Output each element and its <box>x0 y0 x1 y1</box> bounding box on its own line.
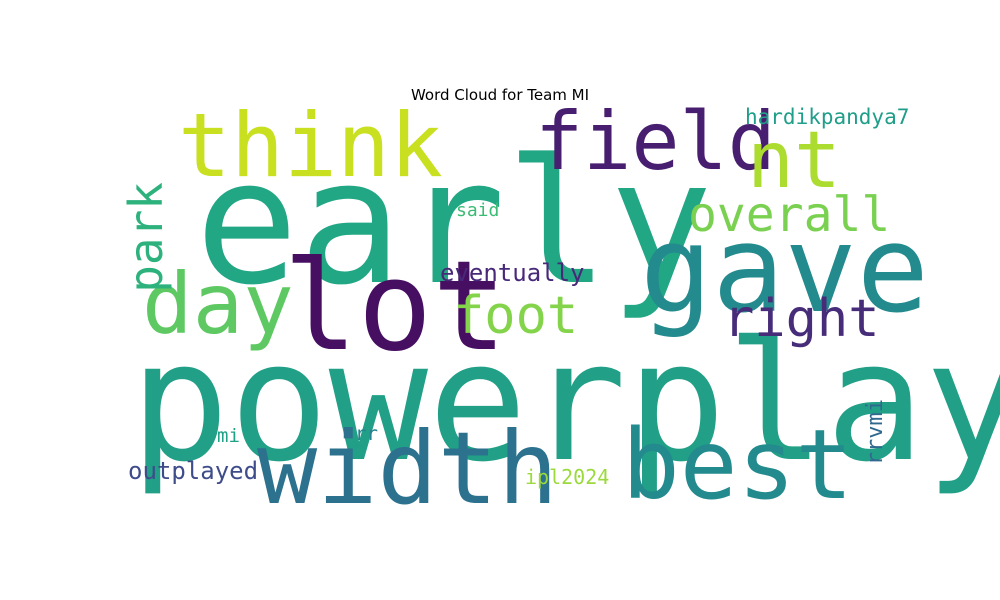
word-lot: lot <box>283 235 507 379</box>
word-width: width <box>257 410 559 527</box>
word-right: right <box>723 289 880 349</box>
word-mi: mi <box>217 425 240 447</box>
word-said: said <box>456 200 500 221</box>
word-hardikpandya7: hardikpandya7 <box>745 105 910 129</box>
word-eventually: eventually <box>440 259 585 287</box>
word-powerplay: powerplay <box>130 306 1000 498</box>
word-think: think <box>178 94 443 197</box>
word-rr: rr <box>355 423 378 445</box>
word-foot: foot <box>453 286 579 346</box>
word-best: best <box>622 409 854 521</box>
word-early: early <box>195 122 713 323</box>
chart-title: Word Cloud for Team MI <box>410 86 590 104</box>
word-gave: gave <box>640 201 929 340</box>
word-ipl2024: ipl2024 <box>525 465 610 489</box>
word-nt: nt <box>747 116 841 206</box>
word-field: field <box>535 95 776 188</box>
word-cloud: powerplay early lot gave width think best field… <box>119 102 1000 519</box>
word-park: park <box>119 182 173 293</box>
word-rrvmi: rrvmi <box>863 399 888 466</box>
word-outplayed: outplayed <box>128 457 259 485</box>
word-day: day <box>142 255 294 353</box>
word-overall: overall <box>688 187 891 243</box>
